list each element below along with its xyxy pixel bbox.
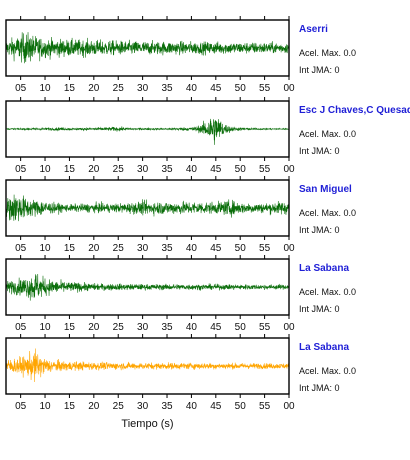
x-tick-label: 55 (259, 322, 271, 333)
x-tick-label: 45 (210, 401, 222, 412)
x-tick-label: 20 (88, 164, 100, 175)
panel-5: 05 10 15 20 25 30 35 40 45 50 55 00 La Sabana Acel. M… (5, 334, 356, 412)
x-tick-label: 15 (64, 83, 76, 94)
x-axis-label: Tiempo (s) (121, 418, 173, 430)
waveform-trace (6, 118, 289, 145)
station-name: La Sabana (299, 342, 349, 353)
x-tick-label: 30 (137, 401, 149, 412)
x-tick-label: 10 (39, 401, 51, 412)
x-tick-label: 05 (15, 243, 27, 254)
x-tick-label: 30 (137, 322, 149, 333)
x-tick-label: 30 (137, 83, 149, 94)
x-tick-label: 25 (113, 83, 125, 94)
max-accel-label: Acel. Max. 0.0 (299, 48, 356, 58)
x-tick-label: 50 (235, 243, 247, 254)
x-tick-label: 55 (259, 401, 271, 412)
x-tick-label: 00 (283, 401, 295, 412)
x-tick-label: 35 (161, 322, 173, 333)
x-tick-label: 15 (64, 164, 76, 175)
x-tick-label: 45 (210, 322, 222, 333)
x-tick-label: 00 (283, 322, 295, 333)
x-tick-label: 35 (161, 243, 173, 254)
x-tick-label: 40 (186, 164, 198, 175)
x-tick-label: 55 (259, 83, 271, 94)
panel-frame (5, 179, 290, 237)
jma-intensity-label: Int JMA: 0 (299, 146, 340, 156)
x-tick-label: 45 (210, 83, 222, 94)
x-tick-label: 40 (186, 322, 198, 333)
panel-3: 05 10 15 20 25 30 35 40 45 50 55 00 San Miguel Acel. … (5, 176, 356, 254)
x-tick-label: 45 (210, 243, 222, 254)
panel-2: 05 10 15 20 25 30 35 40 45 50 55 00 Esc J Chaves,C Q… (5, 97, 410, 175)
x-tick-label: 05 (15, 322, 27, 333)
x-tick-label: 35 (161, 164, 173, 175)
panel-frame (5, 100, 290, 158)
x-tick-label: 10 (39, 243, 51, 254)
x-tick-label: 25 (113, 243, 125, 254)
x-tick-label: 15 (64, 401, 76, 412)
waveform-trace (6, 274, 289, 301)
x-tick-label: 30 (137, 243, 149, 254)
jma-intensity-label: Int JMA: 0 (299, 65, 340, 75)
x-tick-label: 20 (88, 243, 100, 254)
station-name: Esc J Chaves,C Quesada (299, 105, 410, 116)
x-tick-label: 25 (113, 322, 125, 333)
x-tick-label: 25 (113, 401, 125, 412)
waveform-trace (6, 348, 289, 383)
jma-intensity-label: Int JMA: 0 (299, 225, 340, 235)
x-tick-label: 50 (235, 322, 247, 333)
max-accel-label: Acel. Max. 0.0 (299, 366, 356, 376)
panel-frame (5, 337, 290, 395)
waveform-trace (6, 194, 289, 222)
x-tick-label: 50 (235, 83, 247, 94)
x-tick-label: 55 (259, 164, 271, 175)
x-tick-label: 05 (15, 401, 27, 412)
x-tick-label: 20 (88, 322, 100, 333)
panel-1: 05 10 15 20 25 30 35 40 45 50 55 00 Aserri Acel. Max.… (5, 16, 356, 94)
jma-intensity-label: Int JMA: 0 (299, 383, 340, 393)
x-tick-label: 15 (64, 243, 76, 254)
x-tick-label: 35 (161, 83, 173, 94)
x-tick-label: 40 (186, 243, 198, 254)
jma-intensity-label: Int JMA: 0 (299, 304, 340, 314)
max-accel-label: Acel. Max. 0.0 (299, 208, 356, 218)
x-tick-label: 25 (113, 164, 125, 175)
x-tick-label: 00 (283, 243, 295, 254)
max-accel-label: Acel. Max. 0.0 (299, 287, 356, 297)
x-tick-label: 15 (64, 322, 76, 333)
max-accel-label: Acel. Max. 0.0 (299, 129, 356, 139)
x-tick-label: 40 (186, 401, 198, 412)
station-name: La Sabana (299, 263, 349, 274)
waveform-trace (6, 32, 289, 64)
x-tick-label: 35 (161, 401, 173, 412)
panel-4: 05 10 15 20 25 30 35 40 45 50 55 00 La Sabana Acel. M… (5, 255, 356, 333)
x-tick-label: 05 (15, 83, 27, 94)
panel-frame (5, 19, 290, 77)
x-tick-label: 10 (39, 83, 51, 94)
station-name: San Miguel (299, 184, 352, 195)
x-tick-label: 45 (210, 164, 222, 175)
x-tick-label: 10 (39, 322, 51, 333)
x-tick-label: 10 (39, 164, 51, 175)
station-name: Aserri (299, 24, 328, 35)
panel-frame (5, 258, 290, 316)
x-tick-label: 00 (283, 83, 295, 94)
x-tick-label: 20 (88, 83, 100, 94)
x-tick-label: 50 (235, 164, 247, 175)
x-tick-label: 05 (15, 164, 27, 175)
x-tick-label: 55 (259, 243, 271, 254)
x-tick-label: 50 (235, 401, 247, 412)
x-tick-label: 20 (88, 401, 100, 412)
x-tick-label: 40 (186, 83, 198, 94)
x-tick-label: 00 (283, 164, 295, 175)
x-tick-label: 30 (137, 164, 149, 175)
